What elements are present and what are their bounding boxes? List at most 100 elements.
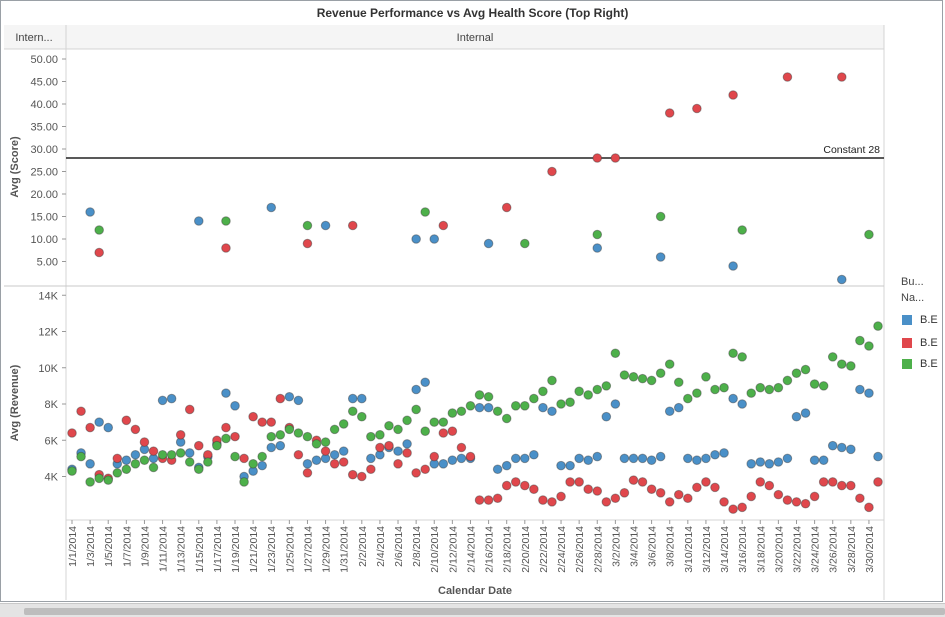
data-point[interactable] — [411, 468, 421, 478]
data-point[interactable] — [773, 382, 784, 393]
data-point[interactable] — [402, 439, 412, 449]
data-point[interactable] — [85, 459, 95, 469]
data-point[interactable] — [347, 393, 358, 404]
data-point[interactable] — [510, 477, 521, 487]
data-point[interactable] — [637, 373, 648, 384]
data-point[interactable] — [420, 207, 430, 217]
data-point[interactable] — [773, 489, 784, 500]
data-point[interactable] — [184, 448, 195, 458]
data-point[interactable] — [175, 448, 186, 458]
data-point[interactable] — [366, 453, 376, 464]
data-point[interactable] — [302, 459, 313, 469]
data-point[interactable] — [664, 406, 675, 417]
data-point[interactable] — [520, 401, 530, 411]
data-point[interactable] — [692, 455, 702, 465]
data-point[interactable] — [782, 495, 793, 505]
data-point[interactable] — [130, 459, 141, 469]
data-point[interactable] — [293, 428, 304, 438]
data-point[interactable] — [166, 449, 177, 460]
data-point[interactable] — [402, 448, 412, 458]
data-point[interactable] — [175, 430, 186, 440]
data-point[interactable] — [429, 417, 440, 427]
data-point[interactable] — [864, 229, 874, 240]
data-point[interactable] — [809, 491, 820, 502]
data-point[interactable] — [692, 388, 702, 398]
data-point[interactable] — [764, 384, 775, 395]
data-point[interactable] — [855, 384, 865, 395]
data-point[interactable] — [447, 455, 458, 465]
data-point[interactable] — [520, 480, 530, 491]
data-point[interactable] — [67, 466, 77, 476]
data-point[interactable] — [320, 220, 331, 231]
data-point[interactable] — [836, 442, 847, 453]
data-point[interactable] — [529, 393, 539, 404]
scrollbar-thumb[interactable] — [24, 608, 945, 615]
data-point[interactable] — [148, 462, 159, 473]
data-point[interactable] — [338, 419, 349, 429]
data-point[interactable] — [94, 225, 104, 235]
data-point[interactable] — [356, 393, 367, 404]
data-point[interactable] — [402, 415, 412, 426]
data-point[interactable] — [836, 274, 847, 285]
data-point[interactable] — [492, 464, 503, 475]
data-point[interactable] — [655, 368, 666, 378]
data-point[interactable] — [818, 381, 829, 391]
data-point[interactable] — [257, 417, 267, 427]
data-point[interactable] — [583, 390, 594, 400]
data-point[interactable] — [356, 411, 367, 422]
data-point[interactable] — [266, 417, 277, 427]
data-point[interactable] — [692, 103, 702, 114]
data-point[interactable] — [737, 225, 747, 235]
data-point[interactable] — [266, 442, 277, 453]
data-point[interactable] — [646, 375, 657, 386]
data-point[interactable] — [510, 401, 521, 411]
data-point[interactable] — [411, 404, 421, 415]
data-point[interactable] — [619, 370, 630, 380]
data-point[interactable] — [710, 482, 720, 493]
data-point[interactable] — [728, 393, 738, 404]
data-point[interactable] — [239, 453, 249, 464]
data-point[interactable] — [266, 431, 277, 442]
data-point[interactable] — [782, 375, 793, 386]
data-point[interactable] — [393, 459, 403, 469]
data-point[interactable] — [130, 449, 141, 460]
data-point[interactable] — [701, 453, 711, 464]
data-point[interactable] — [592, 384, 603, 395]
data-point[interactable] — [556, 460, 566, 471]
data-point[interactable] — [864, 341, 874, 351]
data-point[interactable] — [592, 229, 603, 240]
data-point[interactable] — [356, 471, 367, 482]
data-point[interactable] — [809, 379, 820, 389]
data-point[interactable] — [782, 453, 793, 464]
legend-item-red[interactable]: B.E — [902, 336, 938, 350]
data-point[interactable] — [366, 464, 376, 475]
data-point[interactable] — [764, 459, 775, 469]
data-point[interactable] — [547, 166, 557, 177]
data-point[interactable] — [429, 451, 440, 462]
data-point[interactable] — [375, 430, 385, 440]
data-point[interactable] — [492, 493, 503, 504]
data-point[interactable] — [800, 498, 811, 509]
data-point[interactable] — [338, 457, 349, 467]
data-point[interactable] — [248, 459, 258, 469]
data-point[interactable] — [610, 348, 621, 359]
data-point[interactable] — [465, 451, 476, 462]
data-point[interactable] — [610, 399, 621, 409]
data-point[interactable] — [529, 449, 539, 460]
data-point[interactable] — [818, 455, 829, 465]
data-point[interactable] — [302, 468, 313, 478]
data-point[interactable] — [818, 477, 829, 487]
data-point[interactable] — [673, 377, 684, 388]
data-point[interactable] — [230, 451, 240, 462]
data-point[interactable] — [846, 444, 856, 455]
data-point[interactable] — [76, 406, 86, 417]
data-point[interactable] — [746, 388, 757, 398]
data-point[interactable] — [746, 459, 757, 469]
data-point[interactable] — [565, 477, 575, 487]
data-point[interactable] — [728, 90, 738, 100]
data-point[interactable] — [193, 440, 204, 451]
data-point[interactable] — [248, 411, 258, 422]
data-point[interactable] — [592, 153, 603, 163]
data-point[interactable] — [809, 455, 820, 465]
legend-item-blue[interactable]: B.E — [902, 313, 938, 327]
